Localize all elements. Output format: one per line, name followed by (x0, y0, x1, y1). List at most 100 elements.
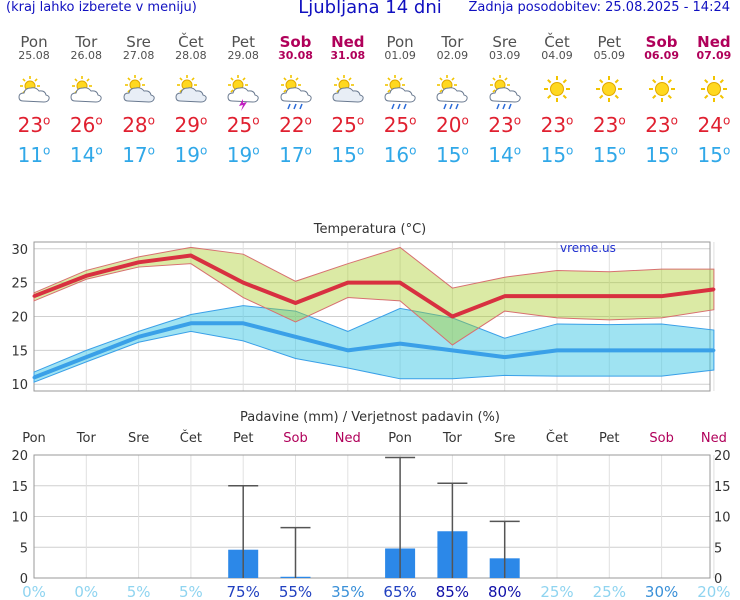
day-date: 30.08 (278, 49, 313, 62)
temp-min-value: 16 (383, 143, 410, 167)
day-date: 01.09 (384, 49, 416, 62)
temp-min-value: 15 (435, 143, 462, 167)
tmax-point (294, 301, 297, 305)
sun-icon (642, 74, 682, 108)
tmin-point (241, 321, 245, 325)
day-column[interactable]: Tor 26.08 (60, 34, 112, 62)
temp-min: 11o (17, 143, 51, 167)
precipitation-chart-title: Padavine (mm) / Verjetnost padavin (%) (240, 410, 500, 425)
day-column[interactable]: Sob 30.08 (270, 34, 322, 62)
temp-min: 15o (540, 143, 574, 167)
day-date: 02.09 (436, 49, 469, 62)
temp-max-value: 25 (226, 113, 253, 137)
day-date: 07.09 (696, 49, 732, 62)
tmin-point (189, 321, 193, 325)
day-name: Sre (126, 33, 151, 51)
day-column[interactable]: Čet 04.09 (531, 34, 583, 62)
location-menu-hint[interactable]: (kraj lahko izberete v meniju) (6, 0, 197, 15)
temp-max-value: 23 (540, 113, 567, 137)
sun-icon (589, 74, 629, 108)
tmin-point (346, 348, 350, 352)
tmax-range-band (33, 246, 715, 346)
temp-min: 19o (174, 143, 208, 167)
precip-probability-label: 25% (593, 583, 626, 600)
y-tick-label-right: 20 (714, 449, 731, 464)
day-column[interactable]: Sob 06.09 (636, 34, 688, 62)
temp-min: 15o (645, 143, 678, 167)
x-tick-label: Sob (649, 431, 673, 446)
day-column[interactable]: Ned 07.09 (688, 34, 740, 62)
temp-max-value: 22 (279, 113, 305, 137)
last-updated: Zadnja posodobitev: 25.08.2025 - 14:24 (468, 0, 730, 15)
showers-icon (432, 74, 472, 110)
temp-max-value: 24 (697, 113, 723, 137)
temp-max-value: 23 (592, 113, 619, 137)
temp-min-value: 15 (331, 143, 357, 167)
temp-min: 14o (488, 143, 522, 167)
showers-icon (380, 74, 420, 110)
day-name: Pet (231, 33, 255, 51)
tmax-series-line (33, 253, 715, 319)
tmin-point (607, 348, 611, 352)
temp-max: 23o (17, 113, 51, 137)
temp-min-value: 17 (279, 143, 305, 167)
temp-min: 15o (435, 143, 469, 167)
temp-max: 24o (697, 113, 731, 137)
temp-max: 23o (645, 113, 678, 137)
day-column[interactable]: Ned 31.08 (322, 34, 374, 62)
precipitation-chart: Padavine (mm) / Verjetnost padavin (%) Po… (11, 410, 731, 600)
tmax-point (555, 294, 559, 298)
day-column[interactable]: Tor 02.09 (426, 34, 478, 62)
day-name: Tor (75, 33, 98, 51)
day-name: Čet (544, 33, 570, 51)
day-date: 29.08 (227, 49, 259, 62)
mostly-cloudy-icon (119, 74, 159, 108)
temp-min-value: 14 (488, 143, 514, 167)
x-tick-label: Čet (180, 430, 202, 446)
day-column[interactable]: Sre 27.08 (113, 34, 165, 62)
temp-min: 16o (383, 143, 417, 167)
day-name: Sre (492, 33, 517, 51)
temp-min-value: 17 (122, 143, 148, 167)
x-tick-label: Pet (233, 431, 253, 446)
day-column[interactable]: Pet 29.08 (217, 34, 269, 62)
y-tick-label: 20 (11, 449, 28, 464)
x-tick-label: Čet (546, 430, 568, 446)
x-tick-label: Pon (388, 431, 412, 446)
precip-probability-label: 65% (383, 583, 416, 600)
temperature-chart: Temperatura (°C) 10 15 20 25 30 vreme.us (11, 222, 716, 393)
temp-min: 17o (122, 143, 155, 167)
x-tick-label: Pet (599, 431, 619, 446)
temp-max: 25o (226, 113, 260, 137)
watermark-vreme-us: vreme.us (560, 241, 616, 255)
tmax-point (137, 260, 141, 264)
tmin-point (294, 335, 297, 339)
y-tick-label-right: 15 (714, 480, 731, 495)
tmax-point (450, 315, 454, 318)
precip-probability-label: 75% (227, 583, 260, 600)
day-name: Pet (597, 33, 622, 51)
y-tick-label: 20 (11, 311, 28, 326)
tmin-point (712, 348, 716, 352)
showers-icon (485, 74, 525, 110)
day-column[interactable]: Sre 03.09 (479, 34, 531, 62)
page-title: Ljubljana 14 dni (298, 0, 442, 18)
mostly-cloudy-icon (171, 74, 211, 108)
plot-frame (33, 241, 711, 392)
tmin-point (450, 348, 454, 352)
tmin-point (137, 335, 141, 339)
day-column[interactable]: Čet 28.08 (165, 34, 217, 62)
precip-probability-label: 0% (22, 583, 46, 600)
y-tick-label: 25 (11, 277, 28, 292)
tmax-point (398, 281, 402, 285)
x-tick-label: Tor (76, 431, 97, 446)
precip-probability-label: 20% (697, 583, 730, 600)
y-tick-label-right: 0 (714, 572, 722, 587)
x-tick-label: Ned (701, 431, 727, 446)
day-column[interactable]: Pet 05.09 (583, 34, 635, 62)
day-column[interactable]: Pon 25.08 (8, 34, 60, 62)
day-column[interactable]: Pon 01.09 (374, 34, 426, 62)
temp-min-value: 14 (69, 143, 96, 167)
x-tick-label: Sre (128, 431, 149, 446)
partly-cloudy-icon (14, 74, 54, 108)
